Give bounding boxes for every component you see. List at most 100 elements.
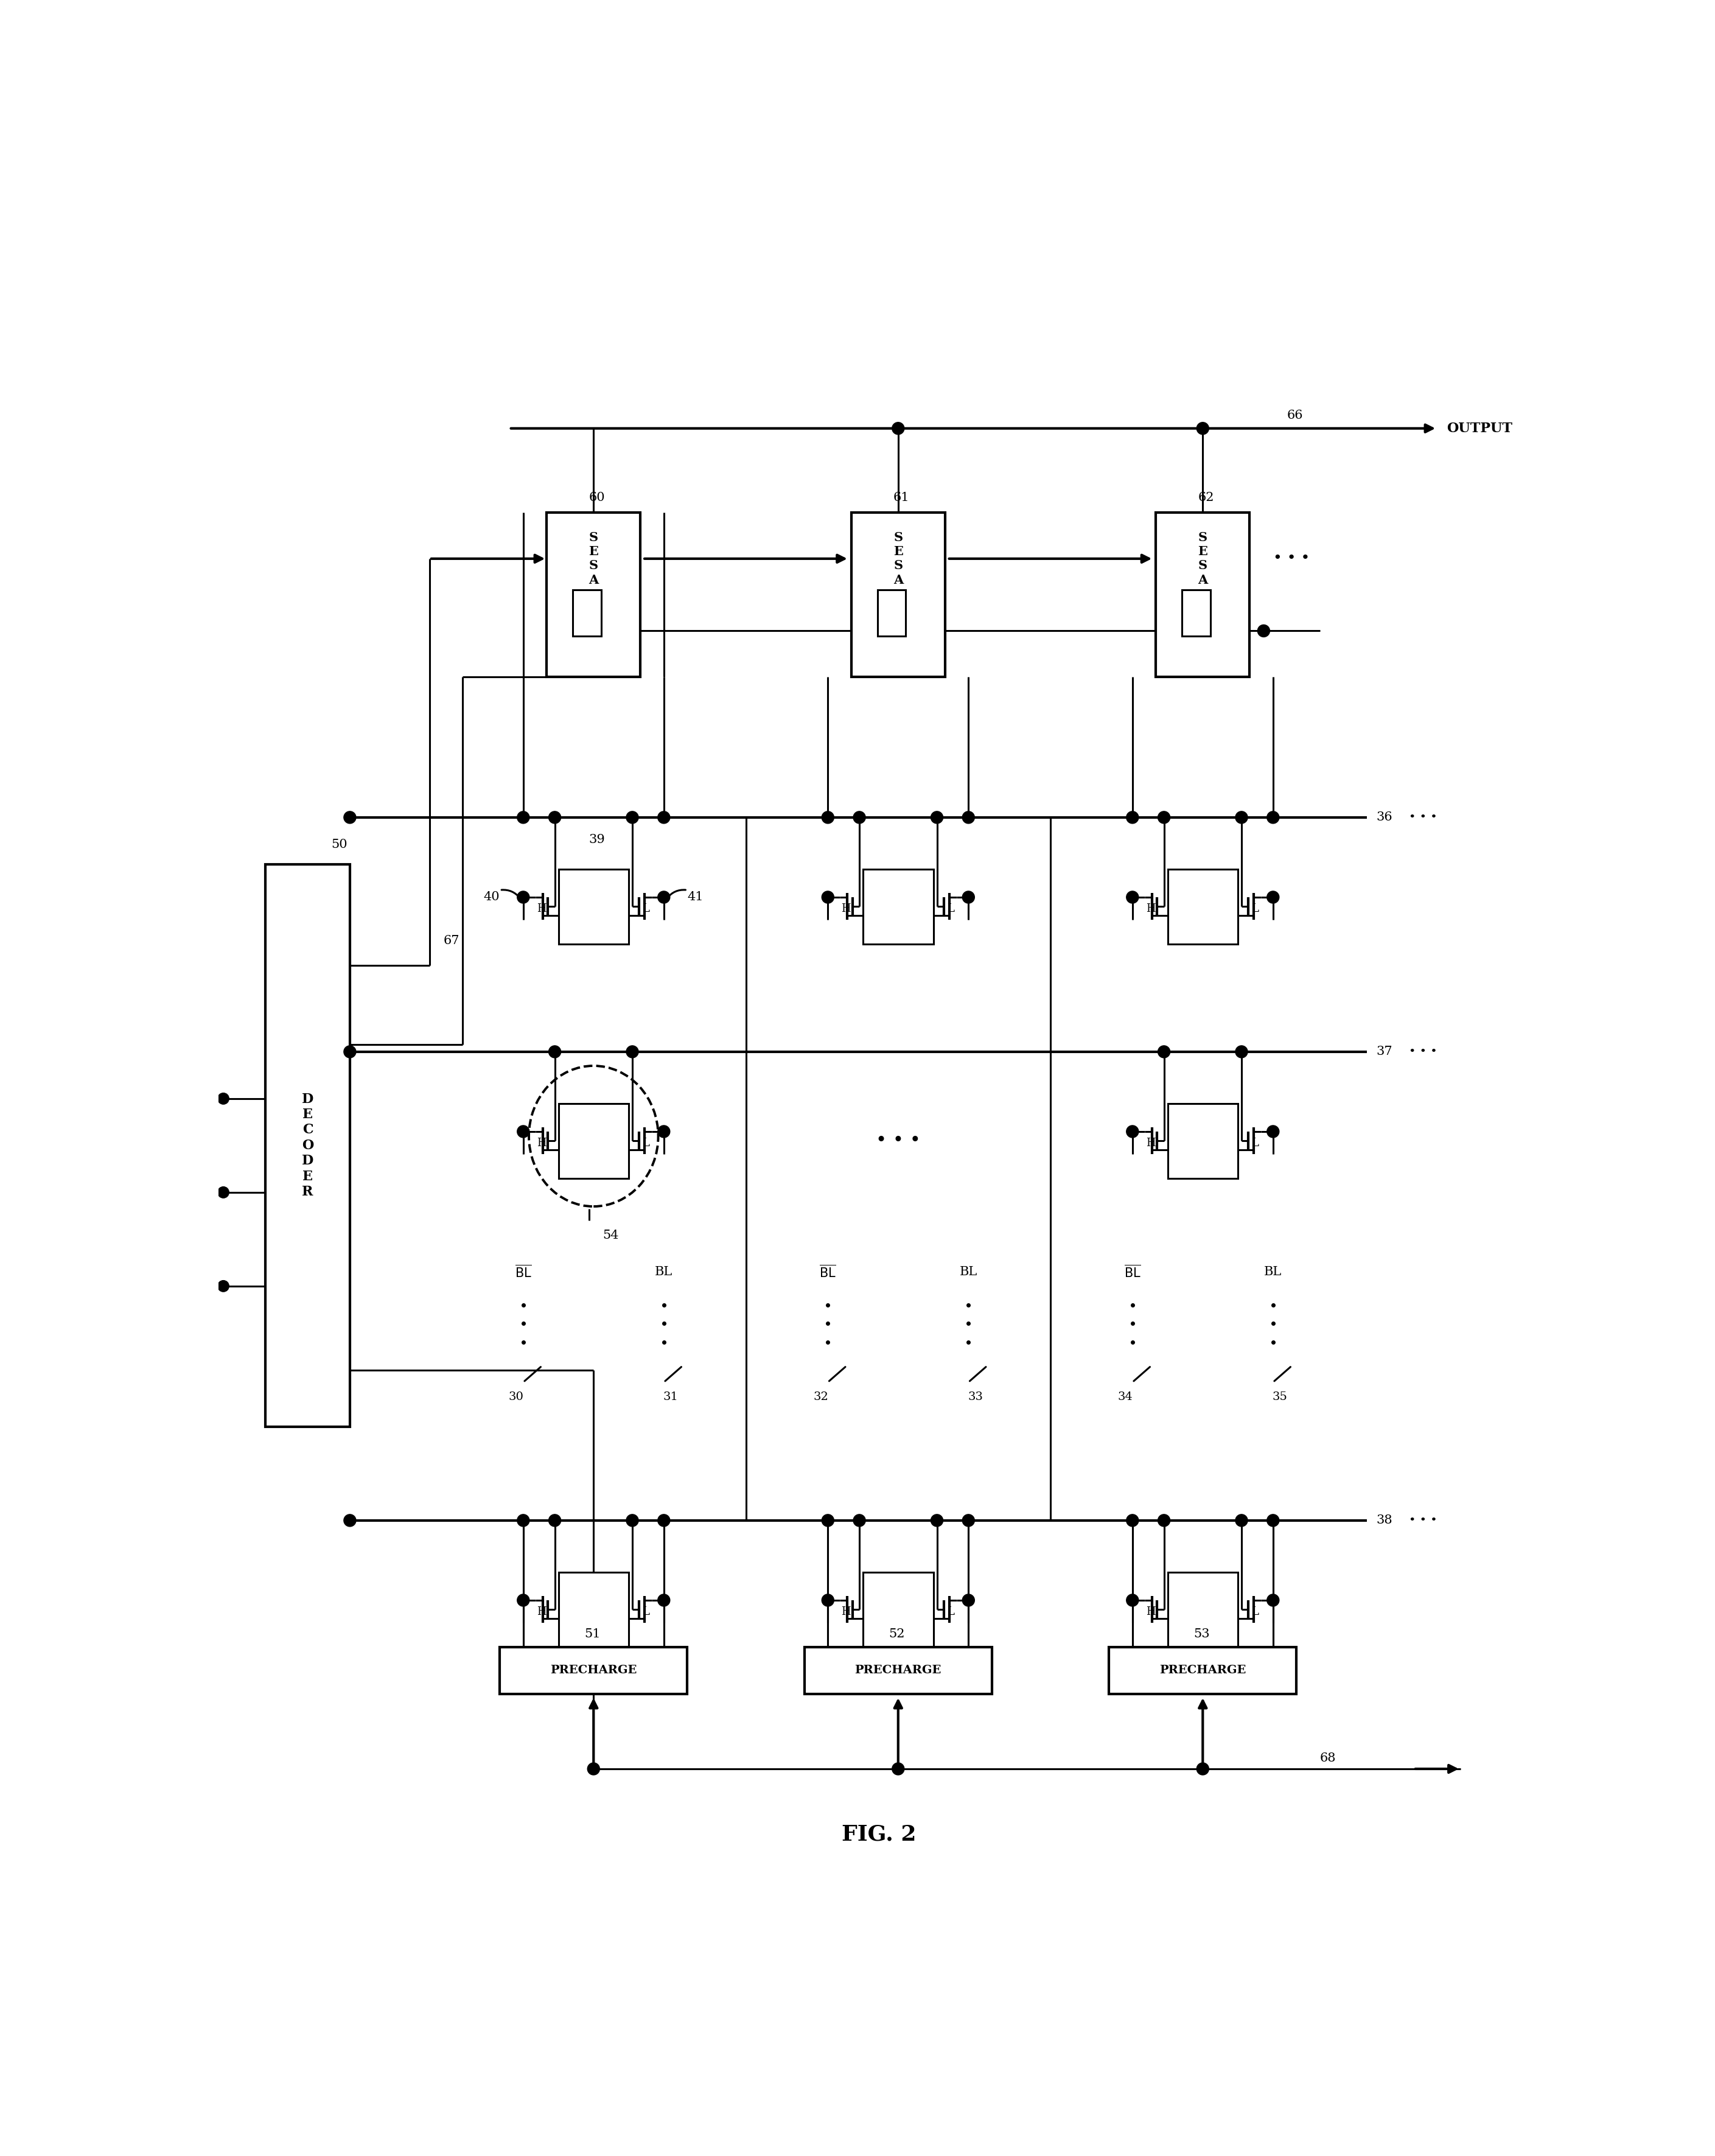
Text: • • •: • • • — [1410, 1046, 1437, 1056]
Text: 61: 61 — [894, 492, 909, 502]
Circle shape — [1267, 1125, 1279, 1138]
Text: 37: 37 — [1375, 1046, 1393, 1059]
Text: H: H — [537, 903, 545, 914]
Text: 39: 39 — [588, 834, 605, 845]
Bar — [1168, 1572, 1238, 1647]
Circle shape — [1127, 1125, 1139, 1138]
Circle shape — [343, 1046, 357, 1059]
Text: 67: 67 — [444, 936, 460, 946]
Circle shape — [588, 1764, 600, 1774]
Circle shape — [343, 811, 357, 824]
Text: L: L — [641, 1138, 650, 1149]
Text: 30: 30 — [509, 1391, 523, 1404]
Bar — [804, 1647, 991, 1695]
Circle shape — [821, 811, 833, 824]
Text: PRECHARGE: PRECHARGE — [1159, 1664, 1247, 1675]
Text: S
E
S
A: S E S A — [1197, 530, 1207, 586]
Bar — [863, 1572, 933, 1647]
Text: • • •: • • • — [1410, 813, 1437, 824]
Circle shape — [1235, 1046, 1247, 1059]
Circle shape — [1267, 890, 1279, 903]
Text: S
E
S
A: S E S A — [588, 530, 599, 586]
Text: 40: 40 — [484, 890, 499, 903]
Circle shape — [518, 1514, 530, 1526]
Circle shape — [1197, 1764, 1209, 1774]
Circle shape — [1158, 1046, 1170, 1059]
Circle shape — [1267, 811, 1279, 824]
Circle shape — [549, 1046, 561, 1059]
Bar — [547, 513, 640, 677]
Text: H: H — [1146, 1138, 1156, 1149]
Text: 32: 32 — [813, 1391, 828, 1404]
Text: L: L — [947, 903, 954, 914]
Circle shape — [549, 811, 561, 824]
Bar — [878, 591, 906, 636]
Text: 41: 41 — [688, 890, 703, 903]
Text: FIG. 2: FIG. 2 — [842, 1824, 916, 1846]
Circle shape — [626, 1046, 638, 1059]
Text: L: L — [1252, 1606, 1259, 1617]
Circle shape — [1158, 811, 1170, 824]
Circle shape — [962, 1514, 974, 1526]
Text: 34: 34 — [1118, 1391, 1134, 1404]
Circle shape — [892, 423, 904, 436]
Circle shape — [962, 811, 974, 824]
Text: L: L — [1252, 1138, 1259, 1149]
Text: 50: 50 — [331, 839, 348, 849]
Circle shape — [962, 890, 974, 903]
Circle shape — [518, 890, 530, 903]
Text: 36: 36 — [1375, 811, 1393, 824]
Circle shape — [1267, 1514, 1279, 1526]
Bar — [1168, 1104, 1238, 1179]
Circle shape — [821, 1514, 833, 1526]
Circle shape — [659, 811, 671, 824]
Bar — [559, 1572, 629, 1647]
Bar — [573, 591, 600, 636]
Circle shape — [518, 1593, 530, 1606]
Circle shape — [659, 890, 671, 903]
Circle shape — [1235, 811, 1247, 824]
Circle shape — [218, 1186, 230, 1199]
Circle shape — [854, 1514, 866, 1526]
Text: 35: 35 — [1273, 1391, 1288, 1404]
Text: S
E
S
A: S E S A — [894, 530, 904, 586]
Circle shape — [821, 890, 833, 903]
Text: 53: 53 — [1194, 1628, 1209, 1641]
Text: H: H — [842, 1606, 851, 1617]
Text: 68: 68 — [1321, 1753, 1336, 1764]
Circle shape — [343, 1514, 357, 1526]
Circle shape — [821, 1593, 833, 1606]
Text: OUTPUT: OUTPUT — [1446, 423, 1513, 436]
Circle shape — [659, 1125, 671, 1138]
Text: 31: 31 — [664, 1391, 679, 1404]
Bar — [1182, 591, 1211, 636]
Text: 33: 33 — [967, 1391, 983, 1404]
Bar — [499, 1647, 688, 1695]
Circle shape — [854, 811, 866, 824]
Bar — [559, 869, 629, 944]
Circle shape — [549, 1514, 561, 1526]
Text: $\overline{\mathrm{BL}}$: $\overline{\mathrm{BL}}$ — [514, 1263, 532, 1281]
Text: PRECHARGE: PRECHARGE — [854, 1664, 942, 1675]
Circle shape — [659, 1514, 671, 1526]
Bar — [1156, 513, 1250, 677]
Text: BL: BL — [655, 1266, 672, 1279]
Bar — [1168, 869, 1238, 944]
Text: L: L — [947, 1606, 954, 1617]
Circle shape — [1158, 1514, 1170, 1526]
Text: L: L — [641, 1606, 650, 1617]
Text: 54: 54 — [604, 1229, 619, 1242]
Bar — [863, 869, 933, 944]
Text: $\overline{\mathrm{BL}}$: $\overline{\mathrm{BL}}$ — [820, 1263, 837, 1281]
Text: L: L — [641, 903, 650, 914]
Circle shape — [1127, 811, 1139, 824]
Circle shape — [626, 811, 638, 824]
Text: 51: 51 — [585, 1628, 600, 1641]
Circle shape — [1235, 1514, 1247, 1526]
Text: • • •: • • • — [876, 1132, 921, 1151]
Text: H: H — [1146, 1606, 1156, 1617]
Bar — [559, 1104, 629, 1179]
Text: H: H — [1146, 903, 1156, 914]
Circle shape — [1127, 1593, 1139, 1606]
Text: 52: 52 — [888, 1628, 906, 1641]
